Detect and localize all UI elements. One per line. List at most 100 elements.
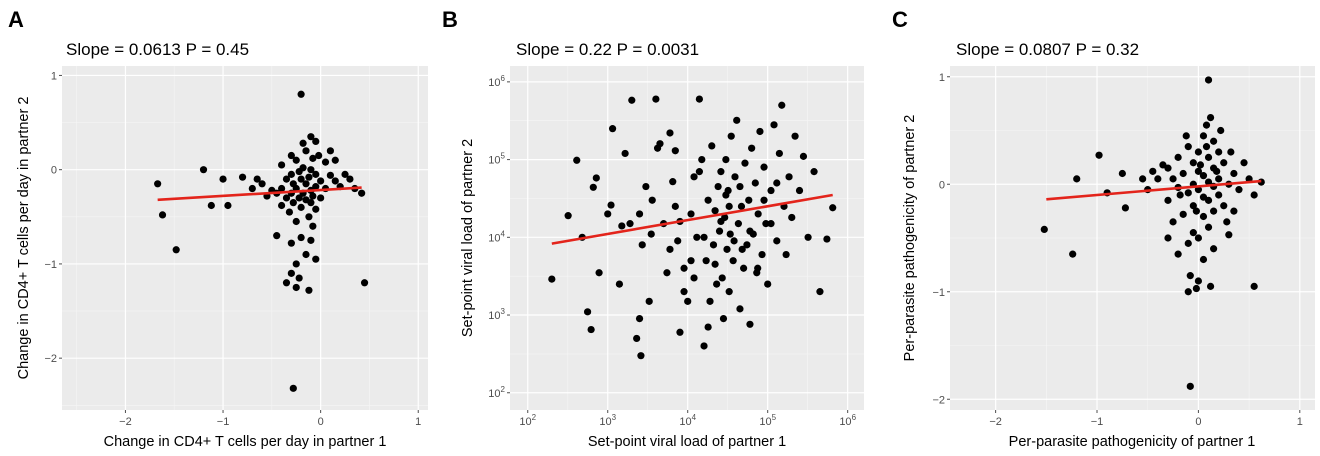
data-point [1186,272,1194,280]
data-point [1250,282,1258,290]
data-point [307,236,315,244]
data-point [645,297,653,305]
x-tick-exponent: 4 [692,413,697,422]
data-point [604,210,612,218]
data-point [1154,175,1162,183]
data-point [718,274,726,282]
data-point [207,201,215,210]
y-tick-exponent: 2 [501,385,506,394]
data-point [309,222,317,230]
y-tick-label: 105 [488,152,505,167]
data-point [295,167,303,176]
data-point [299,139,307,147]
data-points [1040,76,1265,390]
data-point [754,210,762,218]
data-point [292,156,300,164]
data-point [1194,234,1203,242]
data-point [564,212,572,220]
data-point [700,342,708,350]
data-point [292,283,300,292]
data-point [282,279,291,287]
data-point [717,217,725,226]
data-point [754,264,762,272]
x-tick-label: −1 [217,416,230,428]
data-point [1159,161,1167,169]
data-point [756,127,764,136]
data-point [785,173,793,181]
data-point [219,175,227,183]
data-point [760,163,768,171]
data-point [224,201,232,210]
data-point [1164,234,1172,242]
panel-title: Slope = 0.0613 P = 0.45 [66,40,249,59]
data-point [589,183,597,191]
data-point [248,184,256,193]
data-point [297,175,305,183]
data-point [642,182,650,191]
data-point [1210,207,1218,215]
data-point [1227,148,1235,156]
y-tick-base: 10 [488,77,500,89]
x-tick-label: 0 [318,416,324,428]
data-point [154,180,162,188]
data-point [635,210,644,218]
data-point [295,274,303,282]
data-point [1206,114,1215,122]
data-point [607,201,615,209]
data-point [638,241,646,249]
data-point [297,203,305,211]
x-tick-exponent: 2 [532,413,537,422]
data-point [1196,161,1205,169]
data-point [1189,229,1197,237]
data-point [663,269,671,277]
panel-letter: A [8,7,24,32]
data-point [704,196,712,204]
data-point [1220,202,1228,210]
x-tick-exponent: 3 [612,413,617,422]
data-point [722,155,730,164]
x-tick-label: 105 [759,413,776,428]
data-point [287,170,295,178]
data-point [592,174,600,182]
data-point [723,245,731,253]
data-point [736,182,744,191]
x-tick-label: 106 [839,413,856,428]
panel-c: C Slope = 0.0807 P = 0.32 −2 −1 0 1 −2 −1 0 1 Per-… [892,7,1315,450]
data-point [708,142,716,150]
data-point [748,144,756,152]
data-point [726,230,734,238]
data-point [1182,132,1190,140]
data-point [1204,196,1213,204]
data-point [725,288,733,296]
data-point [730,237,738,245]
data-point [312,170,320,178]
data-point [1139,175,1147,183]
y-tick-label: 1 [51,70,57,82]
data-point [775,149,783,158]
data-point [326,171,334,179]
y-tick-base: 10 [488,232,500,244]
data-point [628,96,636,104]
x-tick-base: 10 [599,416,611,428]
y-tick-label: −1 [44,259,57,271]
data-point [615,280,624,288]
data-point [317,194,325,202]
data-point [652,95,660,103]
data-point [1250,191,1258,199]
data-point [307,166,315,174]
data-point [799,152,808,160]
data-point [676,328,684,336]
data-point [548,275,556,283]
data-point [1220,159,1228,167]
data-point [1215,148,1223,156]
data-point [282,175,291,183]
data-point [292,260,300,268]
y-tick-label: 0 [939,179,945,191]
y-tick-exponent: 6 [501,74,506,83]
data-point [278,201,286,210]
data-point [795,186,804,195]
data-point [727,132,735,140]
data-point [741,159,749,167]
data-point [317,177,325,185]
y-tick-label: 0 [51,165,57,177]
